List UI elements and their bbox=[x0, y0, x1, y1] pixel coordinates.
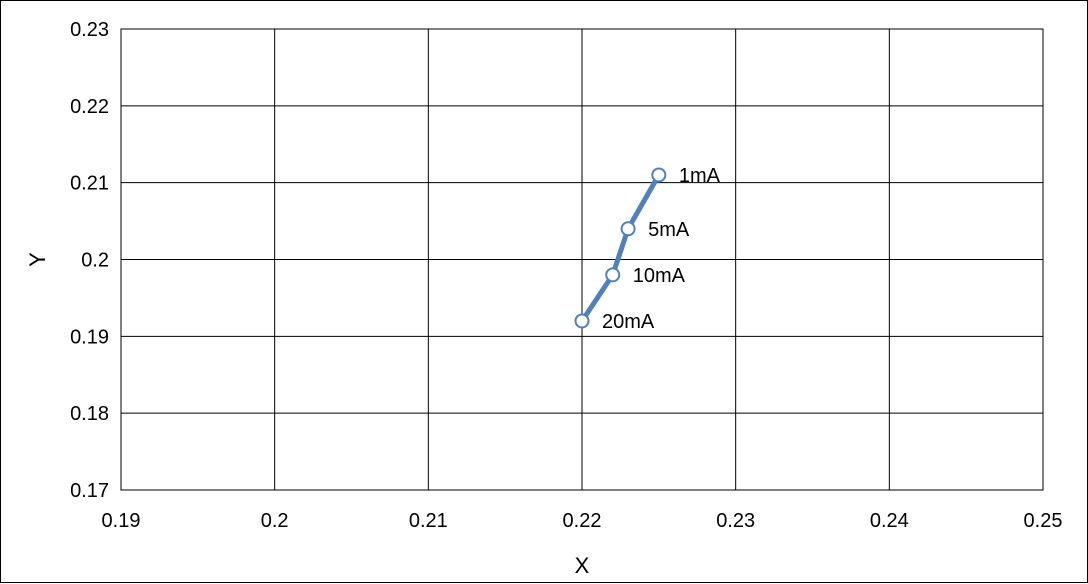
x-tick-label: 0.19 bbox=[102, 510, 141, 532]
series-line bbox=[579, 173, 662, 323]
data-label: 20mA bbox=[602, 311, 655, 333]
x-tick-label: 0.22 bbox=[563, 510, 602, 532]
x-tick-label: 0.21 bbox=[409, 510, 448, 532]
data-point bbox=[620, 221, 636, 237]
plot-area-border bbox=[120, 28, 1044, 491]
data-label: 10mA bbox=[633, 265, 686, 287]
y-tick-label: 0.22 bbox=[70, 96, 109, 118]
y-tick-label: 0.21 bbox=[70, 173, 109, 195]
data-point bbox=[605, 267, 621, 283]
tick-labels: 0.19 0.2 0.21 0.22 0.23 0.24 0.250.230.220.210… bbox=[70, 19, 1062, 532]
x-axis-title: X bbox=[575, 553, 590, 578]
y-tick-label: 0.17 bbox=[70, 480, 109, 502]
x-tick-label: 0.2 bbox=[261, 510, 289, 532]
data-point bbox=[651, 167, 667, 183]
y-tick-label: 0.2 bbox=[81, 250, 109, 272]
data-point bbox=[574, 313, 590, 329]
y-tick-label: 0.19 bbox=[70, 326, 109, 348]
grid bbox=[120, 28, 1044, 491]
x-tick-label: 0.24 bbox=[870, 510, 909, 532]
y-tick-label: 0.18 bbox=[70, 403, 109, 425]
data-label: 1mA bbox=[679, 165, 721, 187]
data-label: 5mA bbox=[648, 219, 690, 241]
x-tick-label: 0.25 bbox=[1024, 510, 1063, 532]
x-tick-label: 0.23 bbox=[716, 510, 755, 532]
series-layer: 1mA 5mA 10mA 20mA bbox=[574, 165, 721, 333]
y-tick-label: 0.23 bbox=[70, 19, 109, 41]
y-axis-title: Y bbox=[25, 252, 50, 267]
